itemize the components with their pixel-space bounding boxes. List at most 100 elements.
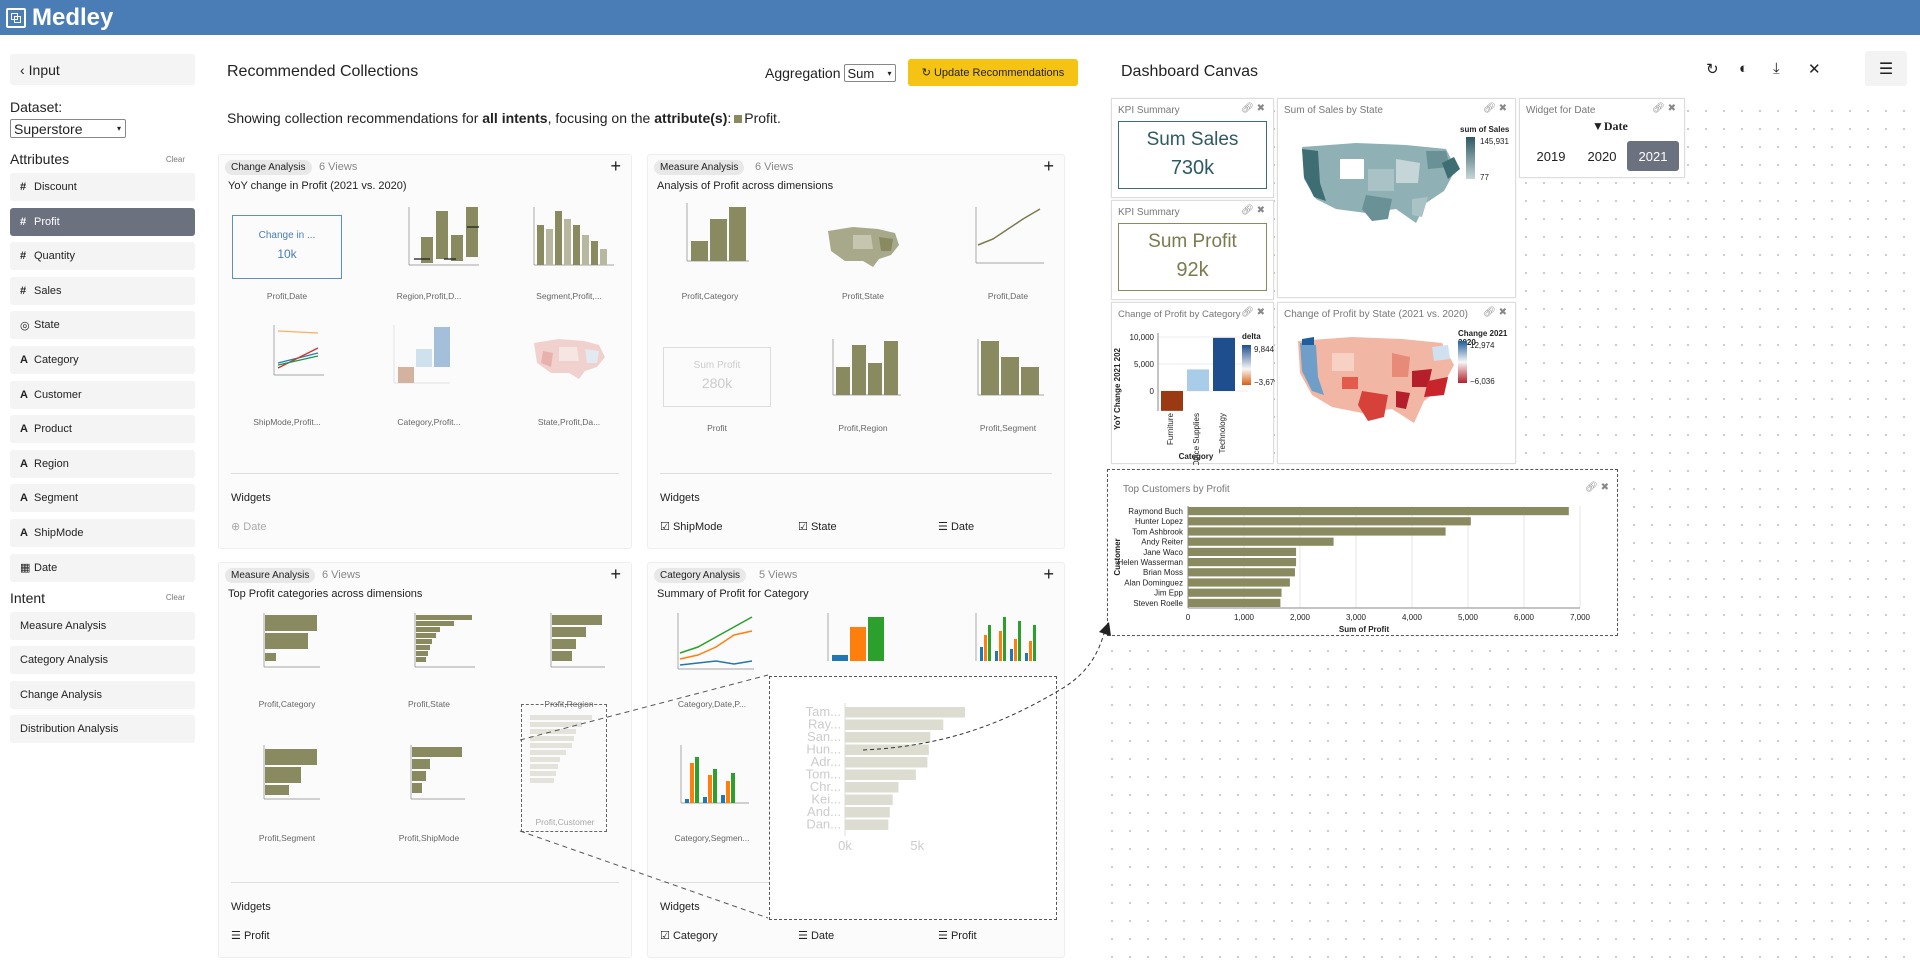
- attribute-item-discount[interactable]: # Discount: [10, 173, 195, 201]
- checkbox-icon: ☑: [798, 521, 808, 533]
- attribute-item-quantity[interactable]: # Quantity: [10, 242, 195, 271]
- attribute-item-customer[interactable]: A Customer: [10, 380, 195, 409]
- attribute-label: Category: [34, 353, 79, 366]
- collection-card-measure-analysis[interactable]: Measure Analysis 6 Views + Analysis of P…: [647, 154, 1065, 549]
- widget-option[interactable]: ☑ ShipMode: [660, 520, 722, 533]
- widget-option[interactable]: ☰ Profit: [231, 929, 270, 942]
- view-thumbnail[interactable]: [399, 743, 469, 809]
- widget-option[interactable]: ☑ State: [798, 520, 837, 533]
- top-customers-widget[interactable]: Top Customers by Profit 🔗︎ ✖ 0 1,000 2,000…: [1107, 469, 1618, 636]
- add-collection-button[interactable]: +: [610, 156, 621, 176]
- collection-card-top-categories[interactable]: Measure Analysis 6 Views + Top Profit ca…: [218, 562, 632, 958]
- view-thumbnail[interactable]: [539, 611, 609, 677]
- view-label: Profit,Category: [258, 699, 316, 709]
- attribute-item-segment[interactable]: A Segment: [10, 484, 195, 513]
- palette-icon[interactable]: ◐: [1739, 60, 1749, 77]
- year-button-2021[interactable]: 2021: [1627, 141, 1679, 171]
- attribute-item-region[interactable]: A Region: [10, 449, 195, 478]
- sales-by-state-widget[interactable]: Sum of Sales by State 🔗︎ ✖ sum of Sales …: [1277, 98, 1516, 298]
- attribute-label: Discount: [34, 181, 77, 193]
- view-thumbnail[interactable]: [524, 205, 614, 277]
- attribute-item-product[interactable]: A Product: [10, 415, 195, 444]
- view-thumbnail[interactable]: [254, 611, 324, 677]
- attribute-item-state[interactable]: ◎ State: [10, 311, 195, 340]
- view-thumbnail[interactable]: [254, 743, 324, 809]
- link-close-icons[interactable]: 🔗︎ ✖: [1241, 205, 1265, 216]
- view-thumbnail[interactable]: Change in ... 10k: [232, 215, 342, 279]
- year-button-2019[interactable]: 2019: [1536, 148, 1566, 164]
- add-collection-button[interactable]: +: [1043, 564, 1054, 584]
- view-thumbnail[interactable]: [968, 337, 1048, 409]
- intent-item[interactable]: Category Analysis: [10, 646, 195, 675]
- recommended-collections-panel: Recommended Collections Aggregation Sum …: [214, 50, 1089, 962]
- year-button-2020[interactable]: 2020: [1587, 148, 1617, 164]
- zoom-bar-label: Ray...: [808, 717, 841, 732]
- view-thumbnail[interactable]: [818, 611, 898, 661]
- view-thumbnail[interactable]: [384, 323, 454, 393]
- add-collection-button[interactable]: +: [1043, 156, 1054, 176]
- attributes-clear-button[interactable]: Clear: [165, 154, 185, 164]
- view-thumbnail[interactable]: [264, 323, 334, 393]
- widget-title: Change of Profit by Category: [1118, 309, 1241, 320]
- link-close-icons[interactable]: 🔗︎ ✖: [1483, 307, 1507, 318]
- widget-option[interactable]: ☰ Date: [798, 929, 834, 942]
- widget-option[interactable]: ☰ Date: [938, 520, 974, 533]
- view-thumbnail[interactable]: Sum Profit 280k: [663, 347, 771, 407]
- view-thumbnail[interactable]: [673, 743, 753, 813]
- view-thumbnail[interactable]: [823, 337, 903, 409]
- widget-option[interactable]: ☑ Category: [660, 929, 718, 942]
- add-collection-button[interactable]: +: [610, 564, 621, 584]
- widget-title: Change of Profit by State (2021 vs. 2020…: [1284, 309, 1468, 320]
- view-thumbnail[interactable]: [399, 611, 479, 677]
- selected-view-thumbnail[interactable]: Profit,Customer: [521, 704, 607, 832]
- back-input-button[interactable]: ‹ Input: [10, 54, 195, 85]
- view-thumbnail[interactable]: [529, 333, 609, 383]
- view-thumbnail[interactable]: [823, 223, 903, 269]
- download-icon[interactable]: ⤓: [1773, 60, 1780, 77]
- change-profit-state-widget[interactable]: Change of Profit by State (2021 vs. 2020…: [1277, 302, 1516, 464]
- widget-option[interactable]: ☰ Profit: [938, 929, 977, 942]
- card-views-count: 6 Views: [319, 161, 358, 173]
- view-thumbnail[interactable]: [673, 201, 753, 273]
- link-close-icons[interactable]: 🔗︎ ✖: [1241, 307, 1265, 318]
- change-profit-category-widget[interactable]: Change of Profit by Category 🔗︎ ✖ YoY Ch…: [1111, 302, 1275, 465]
- view-thumbnail[interactable]: [968, 205, 1048, 275]
- intent-clear-button[interactable]: Clear: [165, 593, 185, 603]
- hamburger-menu-button[interactable]: ☰: [1865, 51, 1907, 86]
- attribute-item-sales[interactable]: # Sales: [10, 276, 195, 305]
- kpi-profit-widget[interactable]: KPI Summary 🔗︎ ✖ Sum Profit 92k: [1111, 200, 1274, 300]
- widget-option-label: Profit: [950, 930, 977, 942]
- showing-mid: , focusing on the: [547, 110, 655, 126]
- close-icon[interactable]: ✕: [1808, 61, 1821, 78]
- link-close-icons[interactable]: 🔗︎ ✖: [1652, 103, 1676, 114]
- intent-item[interactable]: Change Analysis: [10, 680, 195, 709]
- attribute-item-shipmode[interactable]: A ShipMode: [10, 518, 195, 547]
- zoom-connector-lines: [519, 674, 769, 919]
- intent-item[interactable]: Distribution Analysis: [10, 715, 195, 744]
- intent-item[interactable]: Measure Analysis: [10, 611, 195, 640]
- view-label: Category,Segmen...: [674, 833, 750, 843]
- link-close-icons[interactable]: 🔗︎ ✖: [1241, 103, 1265, 114]
- kpi-sales-widget[interactable]: KPI Summary 🔗︎ ✖ Sum Sales 730k: [1111, 98, 1274, 198]
- update-recommendations-button[interactable]: ↻ Update Recommendations: [908, 59, 1078, 86]
- view-thumbnail[interactable]: [384, 205, 484, 277]
- attribute-item-category[interactable]: A Category: [10, 345, 195, 374]
- view-thumbnail[interactable]: [668, 611, 758, 681]
- view-thumbnail[interactable]: [968, 611, 1038, 661]
- widget-title: Top Customers by Profit: [1123, 484, 1230, 495]
- link-close-icons[interactable]: 🔗︎ ✖: [1585, 482, 1609, 493]
- dataset-select[interactable]: Superstore ▾: [10, 119, 126, 138]
- attribute-item-date[interactable]: ▦ Date: [10, 553, 195, 582]
- date-filter-widget[interactable]: Widget for Date 🔗︎ ✖ ▼Date 2019 2020 202…: [1519, 98, 1685, 178]
- customer-label: Helen Wasserman: [1117, 558, 1183, 567]
- refresh-icon[interactable]: ↻: [1706, 61, 1719, 78]
- widget-option-label: Date: [243, 521, 267, 533]
- widget-option[interactable]: ⊕ Date: [231, 520, 267, 533]
- collection-card-change-analysis[interactable]: Change Analysis 6 Views + YoY change in …: [218, 154, 632, 549]
- aggregation-select[interactable]: Sum ▾: [843, 64, 896, 82]
- link-close-icons[interactable]: 🔗︎ ✖: [1483, 103, 1507, 114]
- card-views-count: 6 Views: [322, 569, 361, 581]
- attribute-item-profit[interactable]: # Profit: [10, 207, 195, 236]
- widget-title: KPI Summary: [1118, 105, 1180, 116]
- x-tick-label: Furniture: [1166, 412, 1175, 445]
